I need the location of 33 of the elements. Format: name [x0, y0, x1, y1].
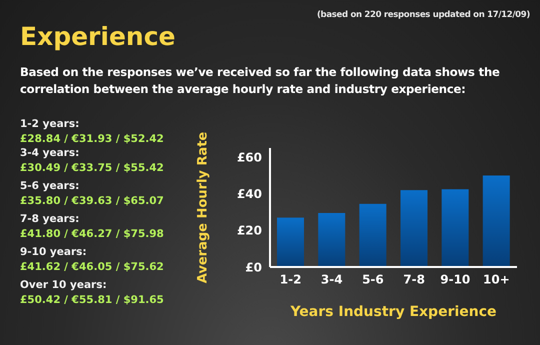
text: £41.62 / €46.05 / $75.62 [20, 260, 164, 272]
chart-title: Experience [20, 22, 176, 51]
bar [277, 218, 304, 267]
text: 9-10 years: [20, 246, 87, 258]
y-axis-title: Average Hourly Rate [196, 132, 211, 284]
bar [442, 189, 469, 267]
text: (based on 220 responses updated on 17/12/09) [316, 10, 530, 20]
y-tick-label: £40 [236, 187, 262, 202]
text: £41.80 / €46.27 / $75.98 [20, 228, 164, 240]
text: £35.80 / €39.63 / $65.07 [20, 194, 164, 206]
text: £30.49 / €33.75 / $55.42 [20, 162, 164, 174]
x-axis-title: Years Industry Experience [289, 304, 497, 320]
text: £50.42 / €55.81 / $91.65 [20, 294, 164, 306]
x-tick-label: 7-8 [403, 272, 425, 287]
bar [318, 212, 346, 267]
x-tick-label: 5-6 [362, 272, 384, 287]
x-tick-label: 3-4 [320, 272, 343, 287]
x-tick-label: 9-10 [440, 272, 470, 287]
text: 1-2 years: [20, 118, 80, 130]
text: Over 10 years: [20, 279, 107, 291]
text: £28.84 / €31.93 / $52.42 [20, 132, 164, 144]
x-tick-label: 10+ [483, 272, 510, 287]
text: 7-8 years: [20, 213, 80, 225]
text: 3-4 years: [20, 147, 80, 159]
y-tick-label: £0 [245, 260, 262, 274]
bar [359, 204, 386, 267]
y-tick-label: £60 [236, 150, 262, 164]
y-tick-label: £20 [236, 224, 262, 238]
bar [482, 175, 510, 267]
bar [400, 190, 428, 267]
x-tick-label: 1-2 [280, 272, 302, 287]
chart-subtitle: Based on the responses we’ve received so far the following data shows the correlation between the average hourly rate and industry experience: [20, 64, 501, 98]
text: 5-6 years: [20, 180, 80, 192]
